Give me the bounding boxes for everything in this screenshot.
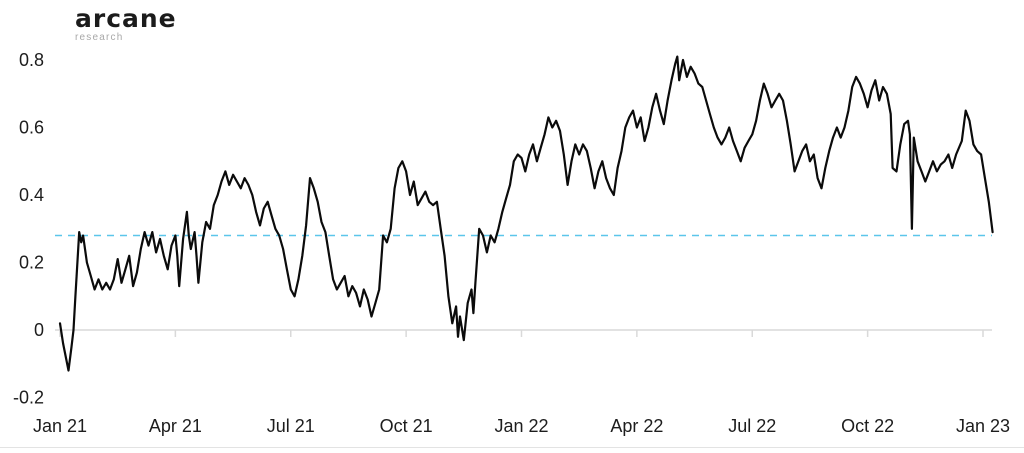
x-tick-label: Jul 22	[728, 416, 776, 436]
y-tick-label: -0.2	[13, 388, 44, 408]
x-tick-label: Jan 21	[33, 416, 87, 436]
x-tick-label: Apr 21	[149, 416, 202, 436]
y-tick-label: 0.4	[19, 185, 44, 205]
logo-sub-text: research	[75, 32, 124, 43]
y-tick-label: 0.2	[19, 253, 44, 273]
y-tick-label: 0.8	[19, 50, 44, 70]
x-tick-label: Oct 22	[841, 416, 894, 436]
series-line-correlation-series	[58, 55, 994, 372]
arcane-research-logo: arcane research	[75, 6, 177, 43]
x-tick-label: Apr 22	[610, 416, 663, 436]
x-tick-label: Jan 22	[494, 416, 548, 436]
y-tick-label: 0.6	[19, 118, 44, 138]
logo-brand-text: arcane	[75, 4, 177, 33]
x-tick-label: Oct 21	[380, 416, 433, 436]
y-tick-label: 0	[34, 320, 44, 340]
x-tick-label: Jul 21	[267, 416, 315, 436]
x-tick-label: Jan 23	[956, 416, 1010, 436]
